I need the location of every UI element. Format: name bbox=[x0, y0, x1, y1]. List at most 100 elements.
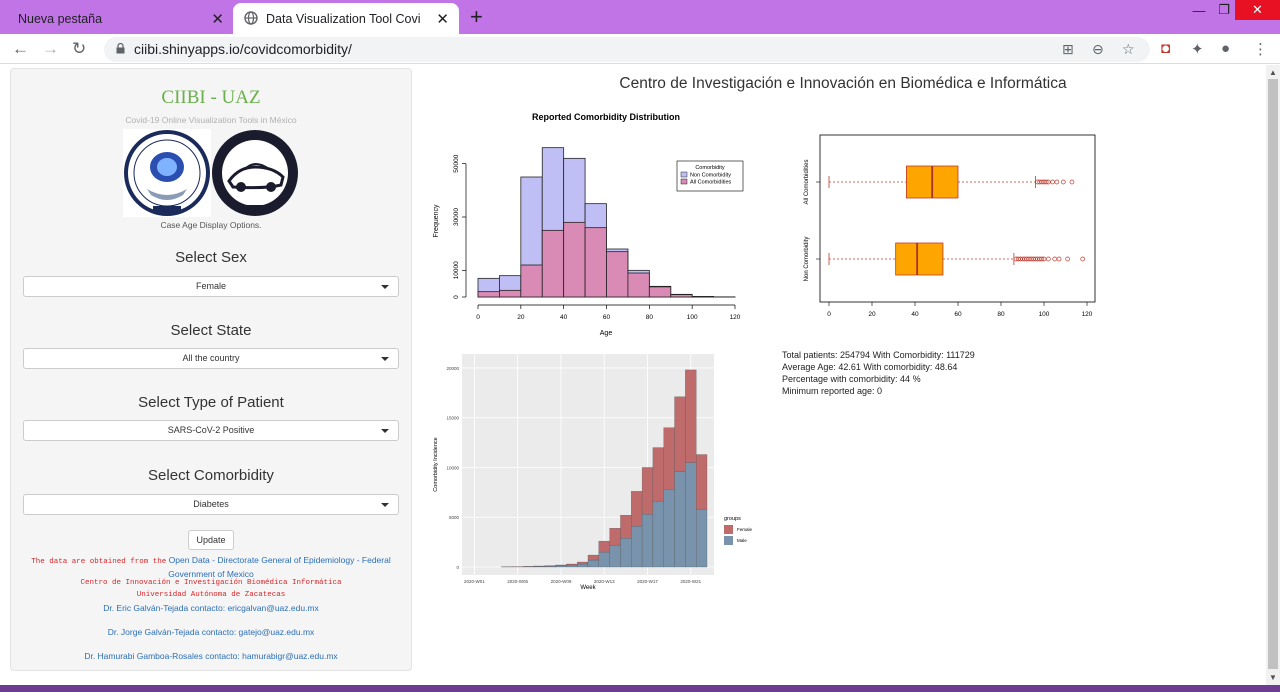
x-tick-label: 20 bbox=[517, 314, 525, 321]
bar-female bbox=[685, 369, 697, 463]
x-tick-label: 20 bbox=[868, 311, 876, 318]
age-boxplot-chart: All Comorbidities Non Comorbidity 0 20 40 60 8… bbox=[804, 134, 1096, 318]
legend-label: Non Comorbidity bbox=[690, 173, 731, 179]
data-source-note: The data are obtained from the Open Data… bbox=[11, 554, 411, 580]
contact-hamurabi[interactable]: Dr. Hamurabi Gamboa-Rosales contacto: ha… bbox=[84, 651, 338, 661]
page-scrollbar[interactable]: ▲ ▼ bbox=[1266, 65, 1280, 685]
bar-male bbox=[620, 537, 632, 568]
brand-subtitle: Covid-19 Online Visualization Tools in M… bbox=[125, 115, 297, 125]
forward-icon[interactable]: → bbox=[42, 39, 59, 58]
chevron-down-icon bbox=[381, 429, 389, 433]
x-tick-label: 40 bbox=[560, 314, 568, 321]
comorbidity-label: Select Comorbidity bbox=[148, 467, 274, 484]
outlier-point bbox=[1045, 256, 1051, 262]
sex-select-value: Female bbox=[195, 281, 226, 291]
back-icon[interactable]: ← bbox=[12, 39, 29, 58]
plot-frame bbox=[819, 134, 1096, 303]
x-tick-label: 40 bbox=[911, 311, 919, 318]
sex-label: Select Sex bbox=[175, 249, 247, 266]
state-select-value: All the country bbox=[182, 353, 240, 363]
more-menu-icon[interactable]: ⋮ bbox=[1253, 41, 1268, 58]
tab-new-tab[interactable]: Nueva pestaña ✕ bbox=[8, 3, 230, 34]
bar-male bbox=[555, 565, 567, 568]
bar-female bbox=[641, 467, 654, 515]
chevron-down-icon bbox=[381, 285, 389, 289]
bar-female bbox=[587, 554, 599, 561]
browser-toolbar: ← → ↻ ciibi.shinyapps.io/covidcomorbidit… bbox=[0, 34, 1280, 64]
category-label: Non Comorbidity bbox=[804, 237, 810, 282]
patient-type-select-value: SARS-CoV-2 Positive bbox=[167, 425, 255, 435]
scroll-up-icon[interactable]: ▲ bbox=[1269, 68, 1277, 77]
url-text: ciibi.shinyapps.io/covidcomorbidity/ bbox=[134, 41, 352, 57]
university-name: Universidad Autónoma de Zacatecas bbox=[136, 591, 286, 599]
summary-line: Percentage with comorbidity: 44 % bbox=[782, 374, 921, 384]
legend-label: All Comorbidities bbox=[690, 180, 732, 186]
bar-male bbox=[674, 471, 686, 568]
close-tab-icon[interactable]: ✕ bbox=[436, 10, 449, 28]
outlier-point bbox=[1056, 256, 1062, 262]
translate-icon[interactable]: ⊞ bbox=[1062, 41, 1074, 57]
center-name: Centro de Innovación e Investigación Bio… bbox=[80, 579, 342, 587]
lock-icon bbox=[116, 43, 125, 54]
reload-icon[interactable]: ↻ bbox=[72, 39, 87, 58]
bar-female bbox=[577, 561, 589, 565]
page-title: Centro de Investigación e Innovación en … bbox=[619, 75, 1067, 92]
y-tick-label: 50000 bbox=[453, 154, 460, 172]
histogram-bar bbox=[584, 227, 607, 298]
histogram-bar bbox=[627, 272, 650, 298]
x-tick-label: 100 bbox=[1039, 311, 1050, 318]
contact-jorge[interactable]: Dr. Jorge Galván-Tejada contacto: gatejo… bbox=[107, 627, 315, 637]
update-button[interactable]: Update bbox=[188, 530, 234, 550]
y-tick-label: 15000 bbox=[446, 416, 459, 421]
bar-male bbox=[696, 509, 708, 568]
chevron-down-icon bbox=[381, 503, 389, 507]
comorbidity-select[interactable]: Diabetes bbox=[23, 494, 399, 515]
minimize-icon[interactable]: — bbox=[1192, 2, 1206, 18]
scrollbar-thumb[interactable] bbox=[1268, 79, 1278, 669]
ciibi-logo bbox=[123, 129, 211, 217]
zoom-icon[interactable]: ⊖ bbox=[1092, 41, 1104, 57]
y-axis-label: Comorbidity Incidence bbox=[433, 437, 439, 491]
y-tick-label: 5000 bbox=[449, 515, 460, 520]
outlier-point bbox=[1043, 179, 1049, 185]
bookmark-star-icon[interactable]: ☆ bbox=[1122, 41, 1135, 57]
histogram-bar bbox=[670, 294, 693, 298]
bar-female bbox=[663, 427, 675, 490]
chart-title: Reported Comorbidity Distribution bbox=[532, 112, 680, 122]
profile-avatar-icon[interactable]: ● bbox=[1221, 40, 1231, 57]
display-options-caption: Case Age Display Options. bbox=[160, 220, 262, 230]
legend-label: Male bbox=[737, 538, 747, 543]
x-tick-label: 0 bbox=[476, 314, 480, 321]
extension-pocket-icon[interactable]: ◘ bbox=[1161, 40, 1171, 57]
histogram-bar bbox=[520, 264, 543, 298]
bar-male bbox=[598, 551, 610, 568]
y-tick-label: 10000 bbox=[453, 261, 460, 279]
legend-label: Female bbox=[737, 527, 753, 532]
restore-icon[interactable]: ❐ bbox=[1218, 2, 1230, 17]
address-bar[interactable]: ciibi.shinyapps.io/covidcomorbidity/ ⊞ ⊖… bbox=[104, 37, 1150, 62]
x-tick-label: 60 bbox=[954, 311, 962, 318]
new-tab-button[interactable]: + bbox=[470, 4, 483, 29]
summary-line: Minimum reported age: 0 bbox=[782, 386, 883, 396]
tab-data-visualization[interactable]: Data Visualization Tool Covid-19 ✕ bbox=[233, 3, 459, 34]
x-axis-label: Age bbox=[600, 330, 613, 337]
histogram-bar bbox=[541, 229, 565, 298]
outlier-point bbox=[1054, 179, 1060, 185]
data-source-link[interactable]: Open Data - Directorate General of Epide… bbox=[168, 555, 391, 579]
scroll-down-icon[interactable]: ▼ bbox=[1269, 673, 1277, 682]
ciiam-logo bbox=[212, 130, 298, 216]
extensions-puzzle-icon[interactable]: ✦ bbox=[1191, 41, 1204, 58]
close-tab-icon[interactable]: ✕ bbox=[211, 10, 224, 28]
patient-type-select[interactable]: SARS-CoV-2 Positive bbox=[23, 420, 399, 441]
sex-select[interactable]: Female bbox=[23, 276, 399, 297]
state-select[interactable]: All the country bbox=[23, 348, 399, 369]
x-tick-label: 80 bbox=[997, 311, 1005, 318]
weekly-incidence-chart: 0 5000 10000 15000 20000 2020-W01 2020-W05 2020… bbox=[433, 354, 753, 591]
x-tick-label: 100 bbox=[687, 314, 698, 321]
outlier-point bbox=[1039, 256, 1045, 262]
patient-type-label: Select Type of Patient bbox=[138, 394, 284, 411]
close-window-icon[interactable]: ✕ bbox=[1235, 0, 1280, 20]
contact-eric[interactable]: Dr. Eric Galván-Tejada contacto: ericgal… bbox=[103, 603, 319, 613]
category-label: All Comorbidities bbox=[804, 159, 810, 204]
bar-female bbox=[555, 564, 567, 566]
